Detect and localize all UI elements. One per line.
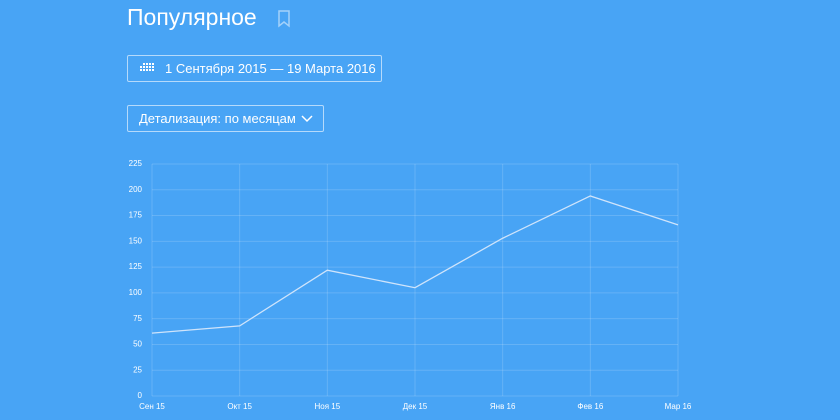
calendar-icon — [140, 63, 154, 71]
y-tick-label: 150 — [129, 236, 143, 245]
y-tick-label: 50 — [133, 340, 142, 349]
x-tick-label: Янв 16 — [490, 402, 516, 411]
y-tick-label: 75 — [133, 314, 142, 323]
y-tick-label: 125 — [129, 262, 143, 271]
y-tick-label: 175 — [129, 211, 143, 220]
x-tick-label: Дек 15 — [403, 402, 428, 411]
x-tick-label: Фев 16 — [577, 402, 603, 411]
detail-text: Детализация: по месяцам — [139, 111, 296, 126]
date-range-text: 1 Сентября 2015 — 19 Марта 2016 — [165, 61, 376, 76]
x-tick-label: Сен 15 — [139, 402, 165, 411]
date-range-button[interactable]: 1 Сентября 2015 — 19 Марта 2016 — [127, 55, 382, 82]
y-tick-label: 25 — [133, 365, 142, 374]
x-tick-label: Окт 15 — [227, 402, 252, 411]
y-tick-label: 0 — [138, 391, 143, 400]
y-tick-label: 225 — [129, 159, 143, 168]
y-tick-label: 100 — [129, 288, 143, 297]
x-tick-label: Ноя 15 — [314, 402, 340, 411]
data-line — [151, 195, 679, 334]
detail-dropdown[interactable]: Детализация: по месяцам — [127, 105, 324, 132]
page-title: Популярное — [127, 4, 257, 30]
bookmark-icon[interactable] — [277, 10, 291, 28]
chevron-icon — [301, 115, 313, 123]
y-tick-label: 200 — [129, 185, 143, 194]
x-tick-label: Мар 16 — [665, 402, 692, 411]
